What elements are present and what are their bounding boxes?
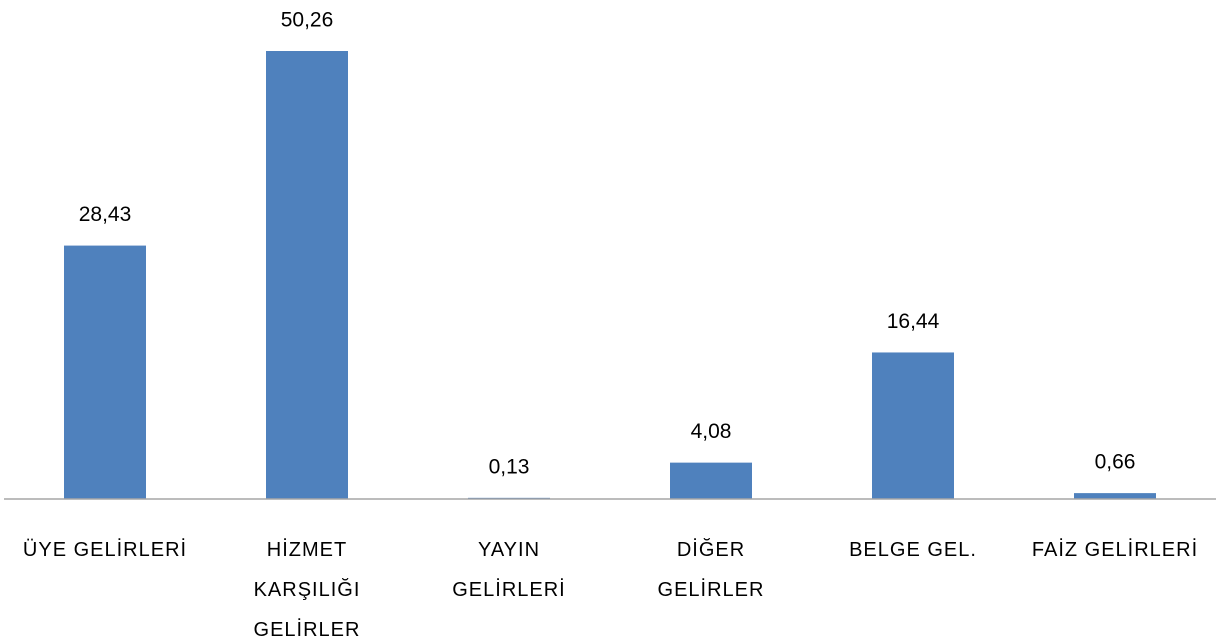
value-label: 50,26 xyxy=(281,9,334,32)
value-label: 0,13 xyxy=(489,455,530,478)
x-tick-label: BELGE GEL. xyxy=(849,539,977,561)
value-label: 4,08 xyxy=(691,420,732,443)
x-tick-label: ÜYE GELİRLERİ xyxy=(22,539,188,561)
bar xyxy=(1074,493,1156,499)
bar xyxy=(64,245,146,499)
x-tick-label: DİĞER GELİRLER xyxy=(657,539,765,601)
bar xyxy=(670,462,752,499)
x-tick-label: FAİZ GELİRLERİ xyxy=(1031,539,1199,561)
bar xyxy=(266,51,348,499)
bar xyxy=(872,352,954,499)
value-label: 0,66 xyxy=(1095,451,1136,474)
x-tick-label: YAYIN GELİRLERİ xyxy=(452,539,566,601)
value-label: 16,44 xyxy=(887,310,940,333)
x-tick-label: HİZMET KARŞILIĞI GELİRLER xyxy=(253,539,361,636)
value-label: 28,43 xyxy=(79,203,132,226)
